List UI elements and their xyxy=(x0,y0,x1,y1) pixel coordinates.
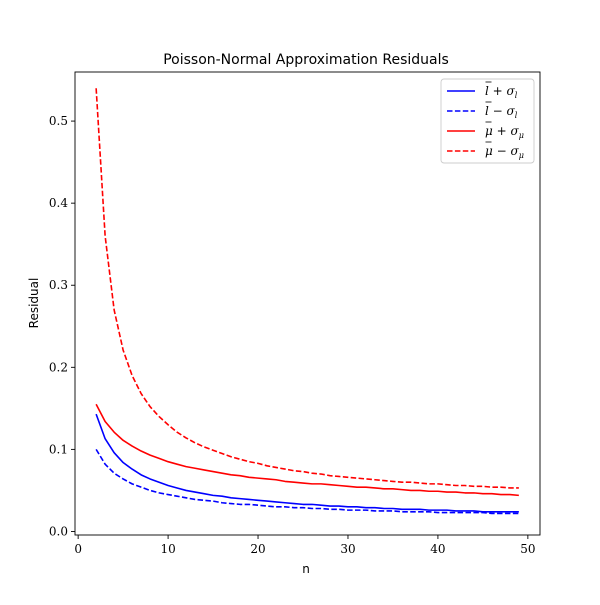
y-tick-label: 0.3 xyxy=(49,278,68,292)
y-tick-label: 0.5 xyxy=(49,114,68,128)
y-tick-label: 0.1 xyxy=(49,442,68,456)
x-tick-label: 40 xyxy=(430,542,445,556)
legend: l + σl l − σl μ + σμ μ − σμ xyxy=(440,78,535,164)
y-tick-label: 0.4 xyxy=(49,196,68,210)
y-tick-label: 0.0 xyxy=(49,524,68,538)
legend-label-1: l + σl xyxy=(485,84,518,100)
y-tick-label: 0.2 xyxy=(49,360,68,374)
x-tick-label: 20 xyxy=(250,542,265,556)
series-line-2 xyxy=(95,448,519,515)
legend-label-4: μ − σμ xyxy=(485,144,524,160)
x-tick-label: 50 xyxy=(520,542,535,556)
series-line-3 xyxy=(95,403,519,497)
x-tick-label: 10 xyxy=(160,542,175,556)
legend-box xyxy=(440,78,535,164)
x-axis-label: n xyxy=(302,562,310,576)
series-line-4 xyxy=(95,88,519,489)
x-tick-label: 0 xyxy=(74,542,82,556)
chart-title: Poisson-Normal Approximation Residuals xyxy=(163,52,449,68)
plot-frame xyxy=(74,71,541,536)
plot-area: 0 10 20 30 40 50 0.0 0.1 0.2 0.3 0.4 0.5 xyxy=(49,71,541,556)
legend-label-2: l − σl xyxy=(485,104,518,120)
legend-label-3: μ + σμ xyxy=(485,124,524,140)
series-line-1 xyxy=(95,413,519,513)
y-axis-label: Residual xyxy=(27,278,41,329)
x-tick-label: 30 xyxy=(340,542,355,556)
